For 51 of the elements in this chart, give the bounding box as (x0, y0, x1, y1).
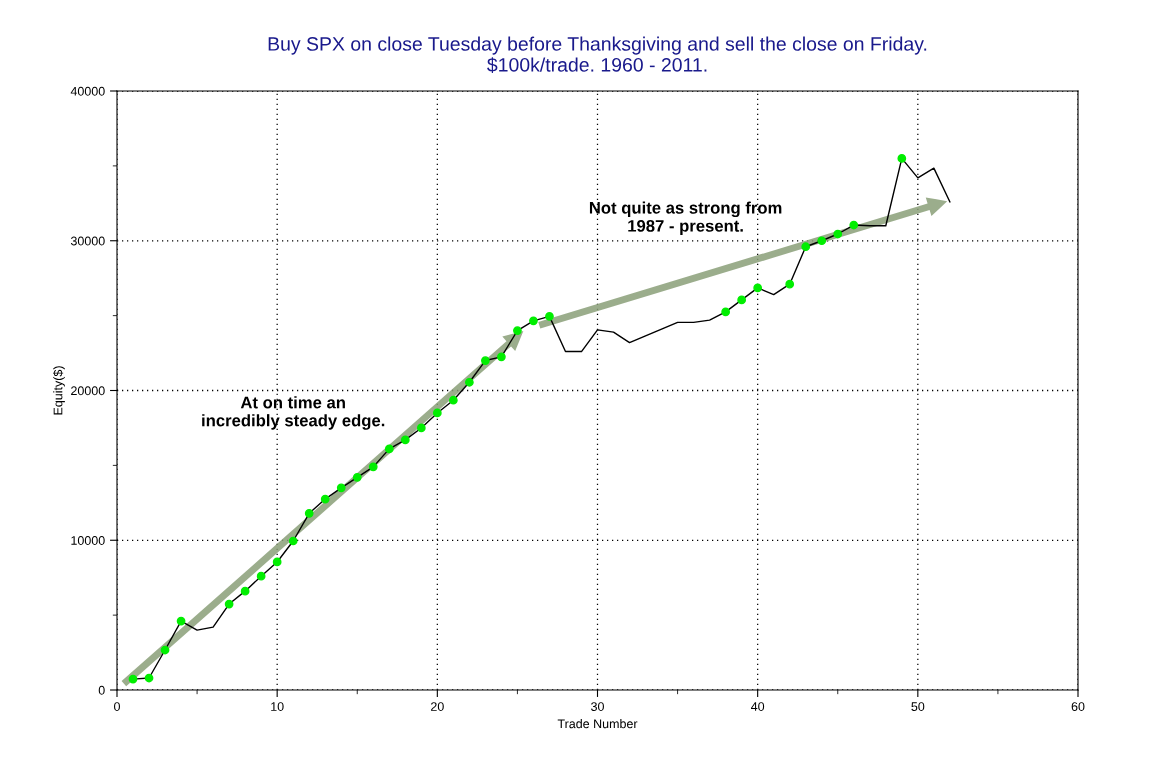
point (176, 616, 186, 626)
point (833, 229, 843, 239)
point (336, 483, 346, 493)
x-tick-label: 10 (271, 702, 284, 711)
y-tick-label: 20000 (71, 386, 105, 396)
point (272, 557, 282, 567)
x-tick-label: 60 (1071, 702, 1085, 711)
point (785, 279, 795, 289)
x-tick-label: 30 (591, 702, 604, 711)
point (160, 645, 170, 655)
point (432, 408, 442, 418)
point (256, 571, 266, 581)
point (288, 536, 298, 546)
x-tick-label: 40 (751, 702, 765, 711)
point (753, 283, 763, 293)
x-tick-label: 0 (114, 702, 120, 711)
point (545, 312, 554, 321)
point (817, 236, 827, 246)
y-tick-label: 40000 (70, 86, 105, 96)
point (897, 154, 907, 163)
point (849, 220, 859, 230)
point (304, 508, 314, 518)
point (737, 295, 747, 305)
point (352, 472, 362, 482)
y-tick-label: 30000 (70, 236, 105, 246)
point (721, 307, 731, 317)
point (128, 674, 138, 684)
x-axis-title: Trade Number (557, 719, 638, 729)
point (801, 242, 811, 252)
annotation: At on time an incredibly steady edge. (202, 396, 385, 430)
x-tick-label: 20 (431, 702, 444, 711)
point (368, 462, 378, 472)
point (416, 423, 426, 433)
point (464, 377, 474, 387)
point (481, 356, 490, 365)
point (513, 326, 522, 335)
y-tick-label: 10000 (71, 536, 105, 545)
point (497, 352, 506, 362)
y-axis-title: Equity($) (53, 366, 65, 415)
point (448, 395, 458, 405)
y-tick-label: 0 (98, 685, 105, 695)
point (224, 599, 234, 609)
annotation: Not quite as strong from 1987 - present. (589, 201, 782, 236)
chart-title: Buy SPX on close Tuesday before Thanksgiving and sell the close on Friday. $100k/trade. 1960 - 2011. (268, 36, 927, 73)
point (529, 316, 538, 326)
point (384, 444, 394, 454)
point (320, 494, 330, 504)
point (240, 586, 250, 596)
point (144, 673, 154, 683)
point (400, 435, 410, 445)
x-tick-label: 50 (911, 702, 925, 711)
